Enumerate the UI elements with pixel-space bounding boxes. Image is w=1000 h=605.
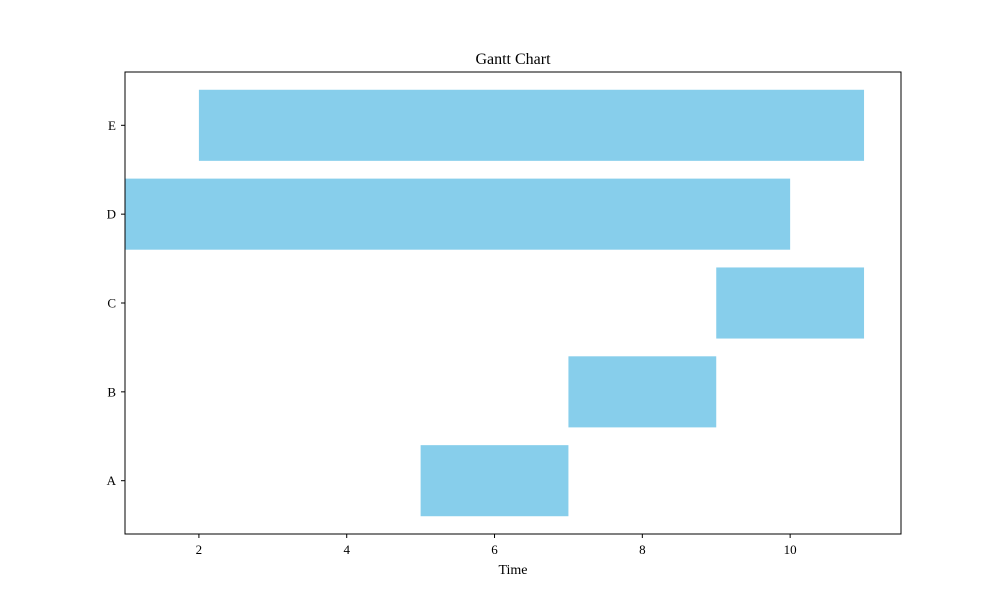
y-tick-label: E [108, 118, 116, 133]
task-bar-b [568, 356, 717, 428]
y-axis-ticks: A B C D E [107, 118, 125, 488]
y-tick-label: A [107, 473, 117, 488]
x-axis-ticks: 2 4 6 8 10 [196, 534, 797, 557]
x-tick-label: 6 [491, 542, 498, 557]
y-tick-label: C [107, 296, 116, 311]
x-axis-label: Time [498, 563, 527, 578]
task-bar-d [125, 178, 791, 250]
task-bar-a [420, 445, 569, 517]
y-tick-label: D [107, 207, 116, 222]
bars-layer [125, 89, 865, 517]
y-tick-label: B [107, 384, 116, 399]
x-tick-label: 4 [343, 542, 350, 557]
task-bar-e [198, 89, 865, 161]
x-tick-label: 2 [196, 542, 203, 557]
task-bar-c [716, 267, 865, 339]
chart-title: Gantt Chart [475, 51, 551, 68]
x-tick-label: 10 [784, 542, 797, 557]
x-tick-label: 8 [639, 542, 646, 557]
